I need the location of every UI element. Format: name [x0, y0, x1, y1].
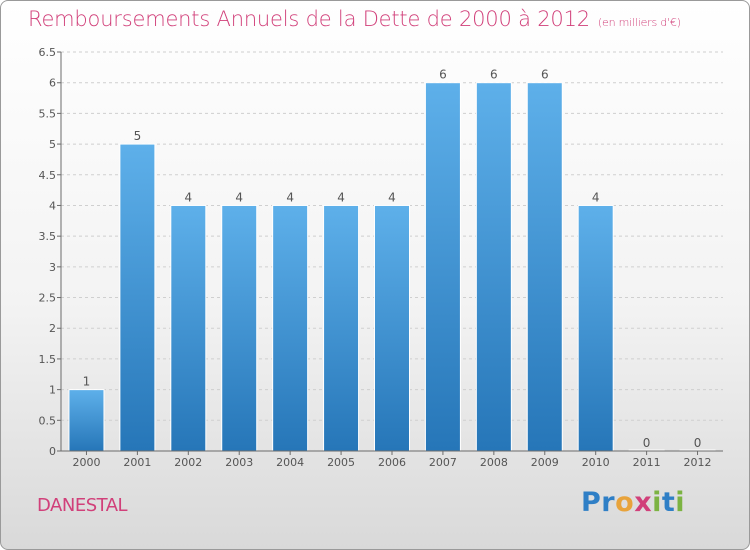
value-label-2011: 0	[643, 436, 651, 450]
value-label-2000: 1	[83, 375, 91, 389]
value-label-2009: 6	[541, 68, 549, 82]
y-tick-label: 1	[49, 384, 56, 397]
y-tick-label: 6	[49, 77, 56, 90]
y-tick-label: 0.5	[39, 414, 57, 427]
logo-letter: i	[675, 487, 686, 518]
chart-title: Remboursements Annuels de la Dette de 20…	[28, 7, 590, 31]
value-label-2012: 0	[694, 436, 702, 450]
bar-2001	[119, 143, 156, 452]
y-tick-label: 5	[49, 138, 56, 151]
town-name: DANESTAL	[37, 495, 128, 516]
x-tick-label-2008: 2008	[480, 456, 508, 469]
bars	[68, 82, 716, 452]
bar-2005	[323, 204, 360, 452]
x-tick-label-2005: 2005	[327, 456, 355, 469]
bar-2004	[272, 204, 309, 452]
proxiti-logo: Proxiti	[581, 487, 685, 518]
y-tick-label: 2	[49, 322, 56, 335]
x-axis-ticks: 2000 2001 2002 2003 2004 2005 2006 2007 2008 2009…	[72, 451, 712, 469]
y-tick-label: 4	[49, 199, 56, 212]
x-tick-label-2003: 2003	[225, 456, 253, 469]
y-tick-label: 4.5	[39, 169, 57, 182]
bar-2008	[475, 82, 512, 452]
value-label-2003: 4	[235, 190, 243, 204]
value-label-2002: 4	[184, 190, 192, 204]
bar-2002	[170, 204, 207, 452]
logo-letter: r	[601, 487, 616, 518]
value-label-2001: 5	[134, 129, 142, 143]
x-tick-label-2009: 2009	[531, 456, 559, 469]
bar-2010	[577, 204, 614, 452]
logo-letter: x	[634, 487, 653, 518]
x-tick-label-2007: 2007	[429, 456, 457, 469]
x-tick-label-2004: 2004	[276, 456, 304, 469]
value-label-2010: 4	[592, 190, 600, 204]
x-tick-label-2011: 2011	[633, 456, 661, 469]
axes	[60, 52, 723, 452]
logo-letter: P	[581, 487, 602, 518]
y-tick-label: 0	[49, 445, 56, 458]
y-tick-label: 2.5	[39, 292, 57, 305]
x-tick-label-2006: 2006	[378, 456, 406, 469]
y-axis-ticks: 0 0.5 1 1.5 2 2.5 3 3.5 4 4.5 5 5.5 6 6.5	[39, 46, 61, 458]
y-tick-label: 1.5	[39, 353, 57, 366]
value-label-2008: 6	[490, 68, 498, 82]
x-tick-label-2000: 2000	[72, 456, 100, 469]
bar-2009	[526, 82, 563, 452]
logo-letter: o	[615, 487, 635, 518]
chart-title-row: Remboursements Annuels de la Dette de 20…	[28, 7, 681, 31]
x-tick-label-2002: 2002	[174, 456, 202, 469]
y-tick-label: 3.5	[39, 230, 57, 243]
logo-letter: t	[661, 487, 676, 518]
x-tick-label-2010: 2010	[582, 456, 610, 469]
bar-2003	[221, 204, 258, 452]
value-label-2007: 6	[439, 68, 447, 82]
y-tick-label: 5.5	[39, 107, 57, 120]
x-tick-label-2001: 2001	[123, 456, 151, 469]
value-label-2004: 4	[286, 190, 294, 204]
logo-letter: i	[652, 487, 662, 518]
chart-subtitle: (en milliers d'€)	[597, 16, 681, 29]
x-tick-label-2012: 2012	[684, 456, 712, 469]
bar-2006	[374, 204, 410, 452]
value-labels: 1 5 4 4 4 4 4 6 6 6 4 0 0	[83, 68, 702, 450]
bar-2007	[424, 82, 461, 452]
y-tick-label: 3	[49, 261, 56, 274]
bar-2000	[68, 389, 105, 452]
value-label-2005: 4	[337, 190, 345, 204]
value-label-2006: 4	[388, 190, 396, 204]
y-tick-label: 6.5	[39, 46, 57, 59]
